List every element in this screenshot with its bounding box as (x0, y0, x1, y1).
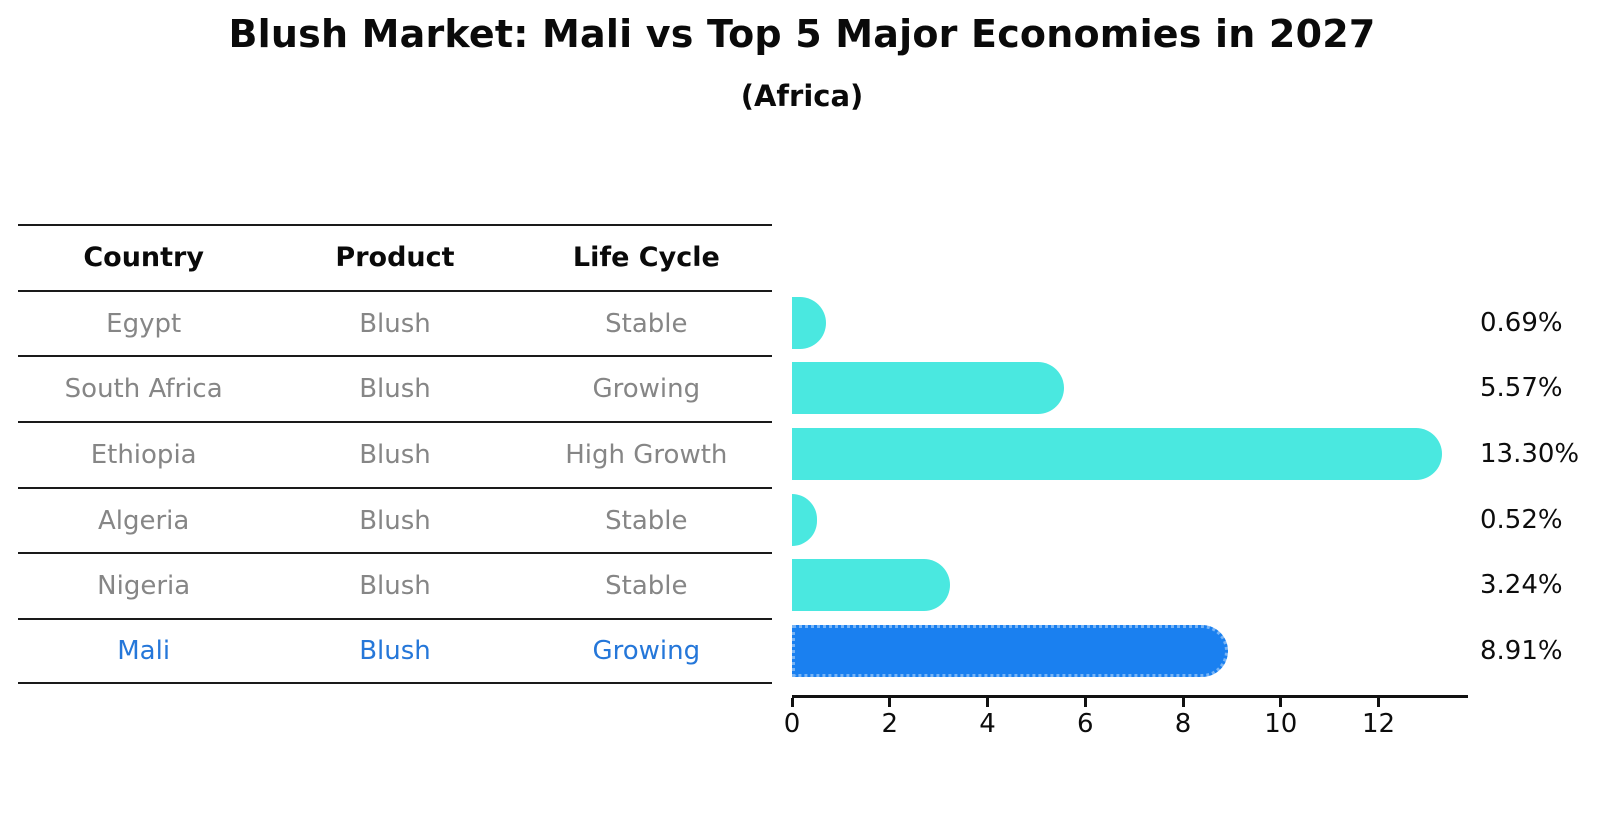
comparison-table: Country Product Life Cycle Egypt Blush Sta… (18, 224, 772, 684)
x-axis-tick (1279, 698, 1283, 707)
life-cycle-cell: Stable (605, 308, 688, 339)
country-cell: Mali (117, 635, 171, 666)
product-cell: Blush (359, 439, 431, 470)
product-cell: Blush (359, 635, 431, 666)
value-label-mali: 8.91% (1480, 636, 1563, 667)
table-row-mali: Mali Blush Growing (18, 618, 772, 684)
life-cycle-cell: High Growth (565, 439, 728, 470)
x-axis-tick-label: 10 (1264, 709, 1298, 739)
x-axis-tick (1181, 698, 1185, 707)
column-header-product: Product (335, 242, 455, 274)
x-axis-tick-label: 8 (1174, 709, 1192, 739)
life-cycle-cell: Growing (592, 374, 701, 405)
value-label-south-africa: 5.57% (1480, 373, 1563, 404)
x-axis-tick (986, 698, 990, 707)
product-cell: Blush (359, 505, 431, 536)
bar-chart-area (792, 290, 1468, 684)
country-cell: Nigeria (97, 571, 191, 602)
x-axis-tick-label: 4 (979, 709, 996, 739)
product-cell: Blush (359, 374, 431, 405)
country-cell: South Africa (64, 374, 223, 405)
x-axis-tick (1377, 698, 1381, 707)
bar-egypt (792, 296, 826, 349)
value-label-egypt: 0.69% (1480, 307, 1563, 338)
x-axis-tick-label: 12 (1362, 709, 1396, 739)
country-cell: Algeria (97, 505, 190, 536)
country-cell: Ethiopia (90, 439, 197, 470)
table-row-nigeria: Nigeria Blush Stable (18, 552, 772, 618)
table-row-egypt: Egypt Blush Stable (18, 289, 772, 356)
column-header-country: Country (83, 242, 204, 274)
x-axis-tick-label: 0 (783, 709, 801, 739)
bar-ethiopia (792, 427, 1443, 480)
x-axis-tick (888, 698, 892, 707)
table-row-algeria: Algeria Blush Stable (18, 486, 772, 553)
country-cell: Egypt (106, 308, 182, 339)
chart-subtitle: (Africa) (740, 79, 864, 113)
product-cell: Blush (359, 571, 431, 602)
value-label-algeria: 0.52% (1480, 504, 1563, 535)
life-cycle-cell: Stable (605, 571, 688, 602)
table-header-row: Country Product Life Cycle (18, 224, 772, 290)
table-row-ethiopia: Ethiopia Blush High Growth (18, 421, 772, 487)
product-cell: Blush (359, 308, 431, 339)
bar-mali (792, 625, 1228, 678)
bar-nigeria (792, 559, 951, 612)
bar-algeria (792, 493, 818, 546)
bar-south-africa (792, 362, 1065, 415)
x-axis-tick (790, 698, 794, 707)
x-axis-tick (1083, 698, 1087, 707)
chart-title: Blush Market: Mali vs Top 5 Major Econom… (228, 12, 1376, 56)
life-cycle-cell: Growing (592, 635, 701, 666)
value-label-ethiopia: 13.30% (1480, 438, 1580, 469)
x-axis-tick-label: 6 (1076, 709, 1094, 739)
life-cycle-cell: Stable (605, 505, 688, 536)
x-axis-line (792, 695, 1468, 698)
x-axis-tick-label: 2 (881, 709, 899, 739)
column-header-life-cycle: Life Cycle (572, 242, 720, 274)
value-label-nigeria: 3.24% (1480, 570, 1563, 601)
table-row-south-africa: South Africa Blush Growing (18, 355, 772, 421)
